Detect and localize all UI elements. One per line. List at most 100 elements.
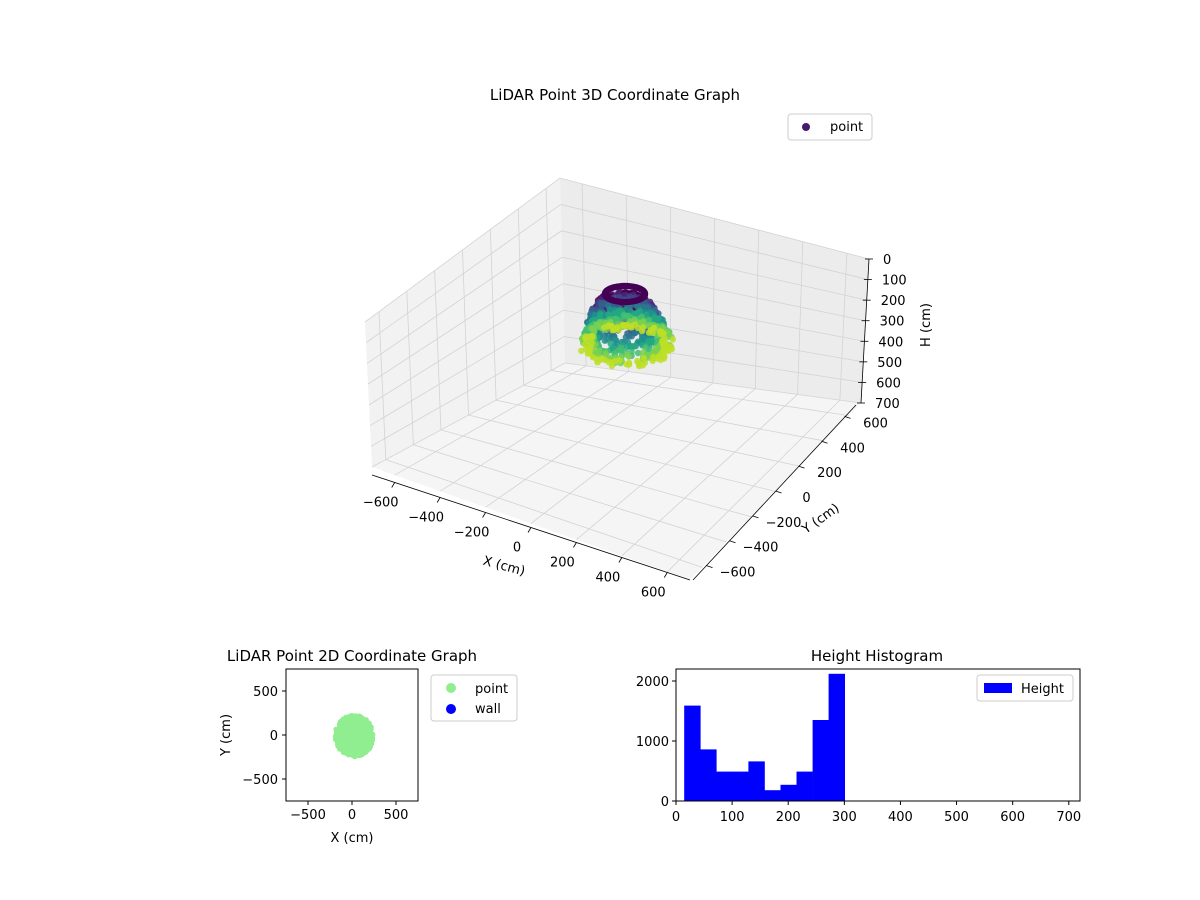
x-tick-label: 500	[944, 810, 969, 825]
point-marker	[353, 722, 359, 729]
y-axis-line	[692, 404, 857, 581]
point-marker	[359, 739, 366, 745]
gridline-x-wall	[712, 218, 715, 384]
z-tick-label: 300	[880, 315, 905, 330]
gridline-y-wall	[517, 208, 525, 386]
histogram-title: Height Histogram	[811, 647, 943, 665]
x-tick-label: −200	[454, 526, 490, 541]
cloud-point	[634, 349, 642, 357]
histogram-bars	[684, 673, 845, 801]
point-marker	[365, 721, 371, 728]
cloud-point	[638, 327, 646, 335]
point-marker	[336, 738, 343, 745]
cloud-point	[626, 333, 633, 340]
point-marker	[343, 745, 350, 751]
x-tick-label: 0	[672, 810, 680, 825]
cloud-point	[660, 348, 668, 355]
legend-label-point: point	[830, 120, 863, 135]
histogram-bar	[684, 705, 701, 801]
cloud-point	[658, 329, 666, 337]
gridline-h	[364, 177, 870, 323]
gridline-h	[371, 362, 862, 468]
chart-3d: LiDAR Point 3D Coordinate Graph −600 −400…	[363, 86, 934, 601]
cloud-point	[578, 347, 585, 355]
y-tick-label: 1000	[636, 735, 669, 750]
histogram-bar	[764, 790, 781, 801]
gridline-x-wall	[839, 253, 848, 401]
point-marker	[357, 714, 364, 720]
y-tick-label: 400	[840, 441, 865, 456]
chart-2d-ticks: −500 −500 0 0 500 500	[242, 685, 408, 823]
legend-frame	[787, 113, 873, 141]
histogram-legend: Height	[976, 674, 1074, 702]
chart-2d-ylabel: Y (cm)	[219, 714, 234, 757]
cloud-point	[645, 337, 652, 345]
point-marker	[352, 738, 359, 745]
cloud-point	[615, 326, 622, 334]
legend-marker-point	[802, 123, 810, 131]
y-tick	[752, 515, 759, 519]
z-axis-line	[860, 258, 870, 404]
gridline-y-wall	[545, 188, 552, 371]
x-tick-label: −500	[290, 808, 326, 823]
point-marker	[346, 724, 352, 731]
y-tick-label: 500	[253, 685, 278, 700]
chart-3d-ylabel: Y (cm)	[799, 501, 843, 538]
gridline-x	[667, 399, 841, 573]
cloud-point	[609, 326, 616, 334]
cloud-point	[590, 325, 597, 332]
z-tick-label: 400	[878, 335, 903, 350]
x-tick	[527, 527, 532, 533]
histogram-bar	[796, 771, 813, 801]
z-tick-label: 0	[883, 253, 891, 268]
cloud-point	[654, 355, 661, 362]
x-tick	[436, 497, 441, 503]
gridline-h	[365, 203, 868, 344]
cloud-point	[601, 337, 609, 344]
cloud-point	[621, 322, 628, 329]
y-tick	[798, 465, 805, 469]
cloud-point	[624, 351, 631, 358]
gridline-y-wall	[462, 249, 469, 416]
y-tick-label: 0	[802, 491, 810, 506]
cloud-point	[635, 360, 643, 368]
histogram-bar	[748, 761, 765, 801]
z-tick-label: 600	[876, 376, 901, 391]
cloud-point	[588, 340, 595, 347]
cloud-point	[584, 350, 591, 357]
histogram-frame	[675, 668, 1081, 802]
x-tick	[663, 572, 668, 578]
gridline-x-wall	[797, 241, 804, 395]
chart-2d: LiDAR Point 2D Coordinate Graph −500 −500…	[219, 647, 518, 846]
chart-3d-legend: point	[787, 113, 873, 141]
y-tick-label: −400	[743, 541, 779, 556]
legend-label-height: Height	[1021, 682, 1064, 697]
legend-patch-height	[984, 683, 1012, 693]
legend-frame	[976, 674, 1074, 702]
gridline-h	[367, 256, 866, 385]
gridline-x-wall	[754, 230, 760, 389]
z-tick-label: 700	[875, 397, 900, 412]
cloud-point	[612, 315, 619, 322]
y-tick	[706, 565, 713, 568]
cloud-point	[625, 361, 633, 368]
cloud-point	[589, 332, 596, 340]
y-tick	[821, 440, 828, 444]
y-tick-label: −500	[242, 773, 278, 788]
gridline-x	[576, 388, 756, 540]
gridline-y-wall	[406, 291, 414, 445]
cloud-point	[596, 357, 603, 364]
x-tick-label: 400	[888, 810, 913, 825]
x-tick-label: 600	[641, 586, 666, 601]
x-tick-label: 400	[595, 571, 620, 586]
gridline-h	[369, 309, 864, 426]
chart-2d-title: LiDAR Point 2D Coordinate Graph	[227, 647, 477, 665]
cloud-point	[623, 343, 631, 351]
legend-marker-wall	[446, 704, 456, 714]
x-tick-label: 0	[348, 808, 356, 823]
point-marker	[340, 749, 347, 755]
x-tick-label: 200	[776, 810, 801, 825]
gridline-h	[368, 283, 865, 406]
y-tick	[844, 416, 851, 419]
